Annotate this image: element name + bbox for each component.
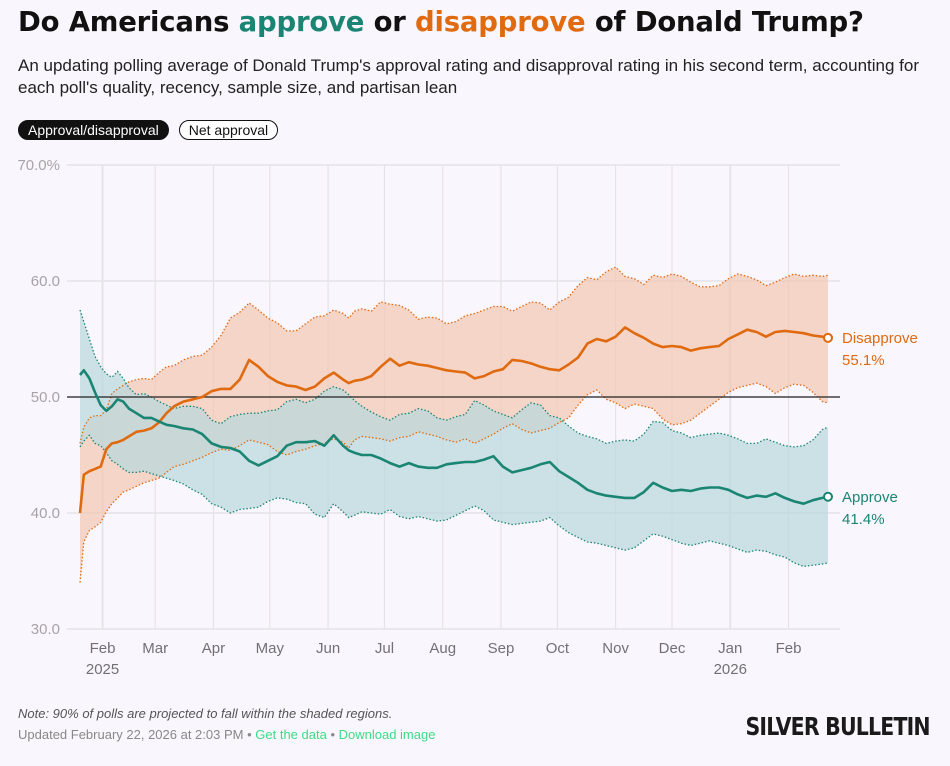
- download-image-link[interactable]: Download image: [338, 727, 436, 742]
- approve-end-marker: [823, 491, 833, 502]
- get-data-link[interactable]: Get the data: [255, 727, 327, 742]
- updated-line: Updated February 22, 2026 at 2:03 PM • G…: [18, 727, 435, 742]
- title-suffix: of Donald Trump?: [585, 6, 864, 38]
- x-tick-year-label: 2026: [714, 661, 747, 678]
- title-disapprove: disapprove: [415, 6, 586, 38]
- x-tick-label: May: [256, 640, 285, 657]
- disapprove-end-marker: [823, 332, 833, 343]
- title-prefix: Do Americans: [18, 6, 239, 38]
- footnote: Note: 90% of polls are projected to fall…: [18, 706, 393, 721]
- y-tick-label: 40.0: [31, 505, 60, 522]
- y-axis: 30.0 40.0 50.0 60.0 70.0%: [17, 157, 60, 638]
- subtitle: An updating polling average of Donald Tr…: [18, 56, 920, 97]
- x-tick-label: Feb: [90, 640, 116, 657]
- x-tick-label: Apr: [202, 640, 225, 657]
- x-tick-label: Oct: [546, 640, 570, 657]
- series-lines: [78, 326, 833, 514]
- separator: •: [326, 727, 339, 742]
- view-toggle-group: Approval/disapproval Net approval: [18, 120, 279, 140]
- confidence-bands: [79, 266, 829, 583]
- x-tick-label: Feb: [776, 640, 802, 657]
- approve-band-upper-edge: [79, 309, 829, 448]
- title-mid: or: [364, 6, 416, 38]
- y-tick-label: 70.0%: [17, 157, 60, 174]
- x-tick-year-label: 2025: [86, 661, 119, 678]
- disapprove-line: [78, 326, 829, 514]
- disapprove-end-label-value: 55.1%: [842, 352, 885, 369]
- title-approve: approve: [238, 6, 365, 38]
- approval-chart: 30.0 40.0 50.0 60.0 70.0% Feb 2025 Mar Apr May Ju…: [17, 157, 918, 678]
- toggle-net-approval[interactable]: Net approval: [178, 120, 279, 140]
- x-tick-label: Sep: [488, 640, 515, 657]
- y-tick-label: 50.0: [31, 389, 60, 406]
- x-tick-label: Jul: [375, 640, 394, 657]
- x-tick-label: Dec: [659, 640, 686, 657]
- x-tick-label: Jan: [718, 640, 742, 657]
- page-title: Do Americans approve or disapprove of Do…: [18, 6, 864, 38]
- x-tick-label: Nov: [602, 640, 629, 657]
- x-axis: Feb 2025 Mar Apr May Jun Jul Aug Sep Oct Nov Dec Jan…: [86, 640, 802, 678]
- toggle-approval-disapproval[interactable]: Approval/disapproval: [18, 120, 169, 140]
- disapprove-band-upper-edge: [79, 266, 829, 444]
- x-tick-label: Aug: [429, 640, 456, 657]
- approve-end-label-name: Approve: [842, 489, 898, 506]
- disapprove-end-label-name: Disapprove: [842, 330, 918, 347]
- x-tick-label: Jun: [316, 640, 340, 657]
- silver-bulletin-logo: SILVER BULLETIN: [745, 712, 931, 741]
- updated-timestamp: Updated February 22, 2026 at 2:03 PM: [18, 727, 244, 742]
- end-labels: Disapprove 55.1% Approve 41.4%: [842, 330, 918, 528]
- approve-band: [80, 310, 828, 567]
- y-tick-label: 30.0: [31, 621, 60, 638]
- y-tick-label: 60.0: [31, 273, 60, 290]
- separator: •: [243, 727, 256, 742]
- approve-line: [78, 369, 829, 506]
- x-tick-label: Mar: [142, 640, 168, 657]
- approve-end-label-value: 41.4%: [842, 511, 885, 528]
